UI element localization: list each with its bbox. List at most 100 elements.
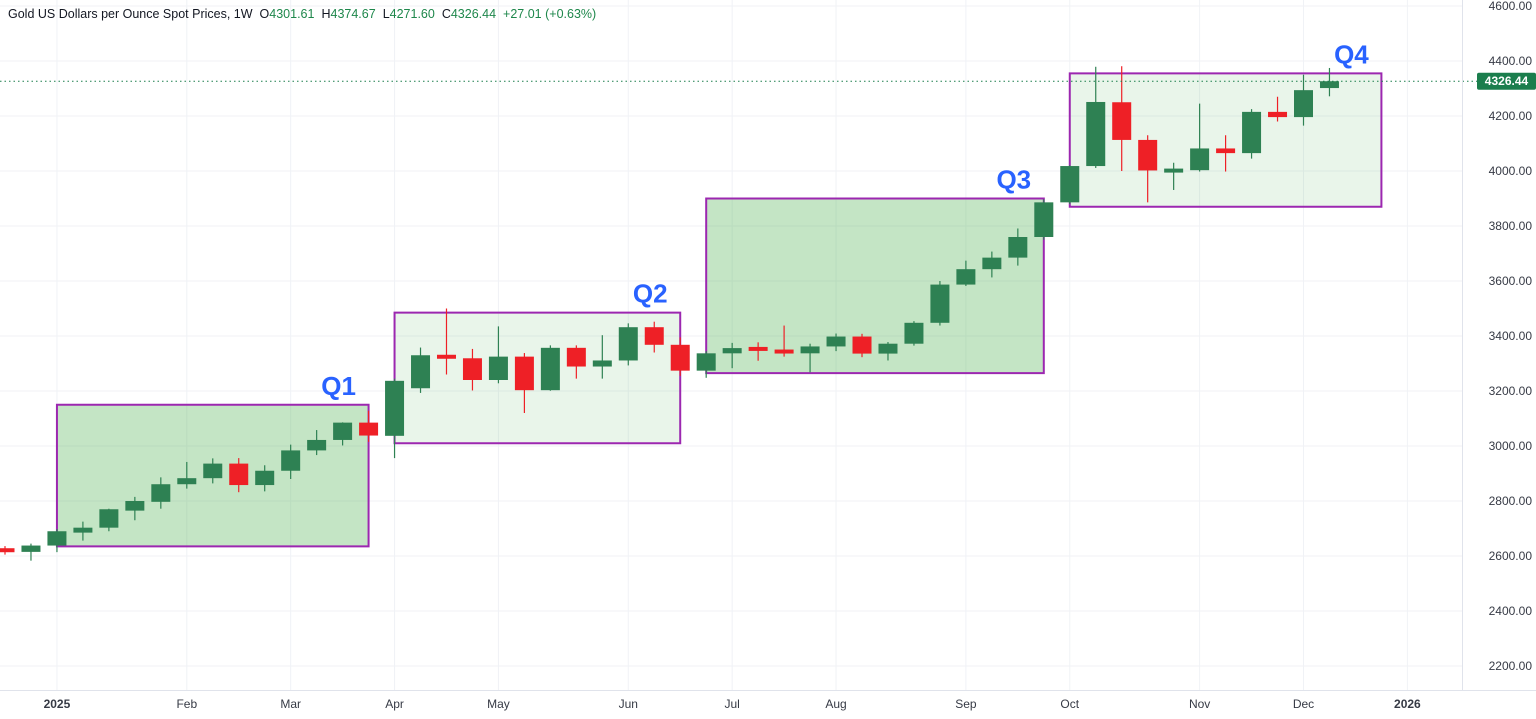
candle-2025-01-06[interactable] — [47, 529, 67, 553]
candle-2025-12-15[interactable] — [1319, 67, 1339, 97]
price-tick-3000: 3000.00 — [1489, 439, 1533, 453]
candle-2025-03-03[interactable] — [255, 465, 275, 492]
time-tick-Jun: Jun — [619, 697, 638, 711]
candle-body — [151, 484, 171, 502]
time-axis[interactable]: 2025 Feb Mar Apr May Jun Jul Aug Sep Oct Nov Dec 202… — [44, 697, 1421, 711]
time-tick-Nov: Nov — [1189, 697, 1210, 711]
candle-body — [229, 463, 249, 486]
candle-2025-06-30[interactable] — [696, 351, 716, 378]
candle-2025-08-25[interactable] — [904, 321, 924, 346]
candle-2025-01-20[interactable] — [99, 508, 119, 532]
candle-body — [618, 327, 638, 361]
candle-2025-08-04[interactable] — [826, 333, 846, 352]
quarter-label-q4[interactable]: Q4 — [1334, 39, 1369, 69]
candle-body — [878, 343, 898, 354]
time-tick-May: May — [487, 697, 510, 711]
candle-2024-12-23[interactable] — [0, 546, 15, 555]
candle-2025-10-13[interactable] — [1086, 66, 1106, 168]
high-label: H — [321, 7, 331, 21]
candle-2025-06-23[interactable] — [670, 337, 690, 376]
candle-2025-04-28[interactable] — [462, 348, 482, 391]
candle-body — [1112, 102, 1132, 140]
close-label: C — [441, 7, 451, 21]
candle-2025-11-10[interactable] — [1190, 103, 1210, 172]
price-tick-4600: 4600.00 — [1489, 0, 1533, 13]
candle-2024-12-30[interactable] — [21, 543, 41, 561]
candle-2025-12-08[interactable] — [1294, 74, 1313, 126]
quarter-box-q3[interactable] — [705, 197, 1045, 375]
candle-2025-06-16[interactable] — [644, 321, 664, 353]
price-tick-2600: 2600.00 — [1489, 549, 1533, 563]
candle-2025-09-29[interactable] — [1034, 199, 1054, 240]
time-tick-2026: 2026 — [1394, 697, 1421, 711]
candle-body — [722, 348, 742, 354]
candle-2025-03-17[interactable] — [307, 430, 327, 456]
candle-2025-08-11[interactable] — [852, 333, 872, 358]
candle-2025-07-07[interactable] — [722, 342, 742, 369]
candle-2025-10-27[interactable] — [1138, 135, 1158, 203]
candle-2025-10-20[interactable] — [1112, 66, 1132, 171]
symbol-title[interactable]: Gold US Dollars per Ounce Spot Prices, 1… — [8, 7, 253, 21]
candle-2025-02-17[interactable] — [203, 458, 223, 484]
candle-2025-04-07[interactable] — [385, 378, 405, 459]
quarter-label-q1[interactable]: Q1 — [321, 371, 356, 401]
candle-body — [21, 545, 41, 552]
candle-2025-12-01[interactable] — [1268, 96, 1288, 122]
candle-2025-06-02[interactable] — [592, 335, 612, 379]
candle-2025-06-09[interactable] — [618, 323, 638, 366]
candle-body — [281, 450, 301, 471]
candle-2025-09-15[interactable] — [982, 251, 1002, 278]
candle-body — [307, 439, 327, 451]
candle-body — [1242, 111, 1262, 154]
time-tick-Apr: Apr — [385, 697, 404, 711]
candle-2025-07-21[interactable] — [774, 325, 794, 357]
candle-2025-05-26[interactable] — [566, 345, 586, 379]
candle-2025-01-13[interactable] — [73, 521, 93, 541]
candle-body — [488, 356, 508, 380]
candle-body — [800, 346, 820, 354]
candle-body — [411, 355, 431, 389]
candle-body — [1216, 148, 1236, 154]
candle-2025-04-21[interactable] — [436, 308, 456, 375]
candle-2025-04-14[interactable] — [411, 347, 431, 393]
candle-body — [592, 360, 612, 367]
candle-2025-01-27[interactable] — [125, 496, 145, 521]
candle-2025-02-03[interactable] — [151, 477, 171, 509]
candle-2025-08-18[interactable] — [878, 342, 898, 361]
candle-body — [1164, 168, 1184, 173]
time-tick-2025: 2025 — [44, 697, 71, 711]
price-axis[interactable]: 4600.00 4400.00 4200.00 4000.00 3800.00 3600.… — [1477, 0, 1536, 673]
candle-2025-11-17[interactable] — [1216, 135, 1236, 172]
ohlc-close: C 4326.44 — [442, 7, 496, 21]
price-tick-3800: 3800.00 — [1489, 219, 1533, 233]
candle-body — [47, 531, 67, 546]
candle-2025-07-14[interactable] — [748, 342, 768, 361]
candle-2025-09-22[interactable] — [1008, 228, 1028, 266]
candle-2025-03-24[interactable] — [333, 422, 353, 446]
candle-body — [930, 284, 950, 323]
candle-2025-07-28[interactable] — [800, 343, 820, 373]
candle-2025-03-31[interactable] — [359, 410, 379, 442]
candle-2025-03-10[interactable] — [281, 444, 301, 479]
candle-2025-02-24[interactable] — [229, 458, 249, 493]
time-tick-Jul: Jul — [724, 697, 739, 711]
candle-2025-09-01[interactable] — [930, 281, 950, 326]
candle-2025-09-08[interactable] — [956, 260, 976, 286]
candle-2025-05-19[interactable] — [540, 345, 560, 391]
high-value: 4374.67 — [330, 7, 376, 21]
candles — [0, 66, 1339, 561]
candle-2025-11-03[interactable] — [1164, 162, 1184, 190]
candle-2025-10-06[interactable] — [1060, 165, 1080, 204]
quarter-label-q2[interactable]: Q2 — [633, 279, 668, 309]
candle-body — [73, 527, 93, 533]
time-tick-Oct: Oct — [1060, 697, 1079, 711]
candle-body — [0, 548, 15, 553]
candle-body — [774, 349, 794, 354]
candle-2025-11-24[interactable] — [1242, 109, 1262, 159]
quarter-label-q3[interactable]: Q3 — [996, 165, 1031, 195]
candle-body — [333, 422, 353, 440]
candle-2025-05-05[interactable] — [488, 326, 508, 384]
candle-2025-05-12[interactable] — [514, 353, 534, 413]
candle-2025-02-10[interactable] — [177, 461, 197, 489]
candle-body — [670, 344, 690, 371]
